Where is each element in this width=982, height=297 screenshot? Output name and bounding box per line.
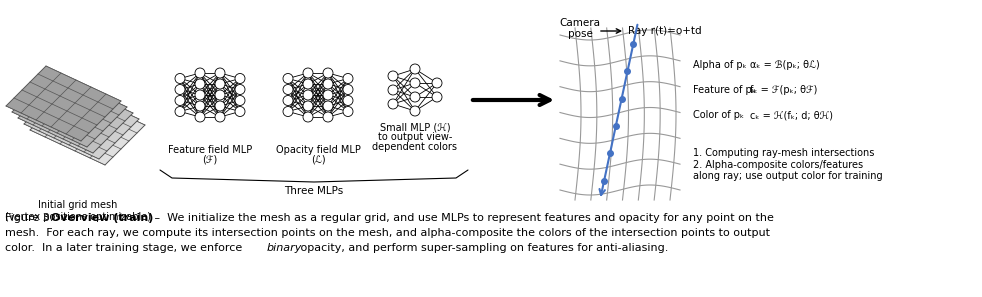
Circle shape <box>303 101 313 111</box>
Text: Feature field MLP: Feature field MLP <box>168 145 252 155</box>
Circle shape <box>235 96 245 105</box>
Text: Overview (train): Overview (train) <box>51 213 153 223</box>
Circle shape <box>235 73 245 83</box>
Circle shape <box>410 64 420 74</box>
Text: dependent colors: dependent colors <box>372 142 458 152</box>
Circle shape <box>215 90 225 100</box>
Circle shape <box>195 112 205 122</box>
Text: binary: binary <box>267 243 302 253</box>
Text: Color of pₖ: Color of pₖ <box>693 110 744 120</box>
Text: mesh.  For each ray, we compute its intersection points on the mesh, and alpha-c: mesh. For each ray, we compute its inter… <box>5 228 770 238</box>
Text: pose: pose <box>568 29 592 39</box>
Circle shape <box>235 85 245 94</box>
Circle shape <box>432 78 442 88</box>
Circle shape <box>323 90 333 100</box>
Polygon shape <box>30 90 145 165</box>
Text: Figure 3.: Figure 3. <box>5 213 57 223</box>
Text: 1. Computing ray-mesh intersections: 1. Computing ray-mesh intersections <box>693 148 874 158</box>
Text: Feature of pₖ: Feature of pₖ <box>693 85 756 95</box>
Circle shape <box>432 92 442 102</box>
Circle shape <box>323 79 333 89</box>
Circle shape <box>410 106 420 116</box>
Text: Ray r(t)=o+td: Ray r(t)=o+td <box>628 26 701 36</box>
Circle shape <box>303 90 313 100</box>
Circle shape <box>303 112 313 122</box>
Circle shape <box>215 112 225 122</box>
Circle shape <box>388 85 398 95</box>
Circle shape <box>195 68 205 78</box>
Circle shape <box>175 85 185 94</box>
Polygon shape <box>24 84 139 159</box>
Circle shape <box>410 92 420 102</box>
Circle shape <box>175 107 185 116</box>
Circle shape <box>343 85 353 94</box>
Text: Opacity field MLP: Opacity field MLP <box>276 145 360 155</box>
Circle shape <box>283 85 293 94</box>
Circle shape <box>195 101 205 111</box>
Circle shape <box>195 79 205 89</box>
Text: (ℱ): (ℱ) <box>202 155 218 165</box>
Text: along ray; use output color for training: along ray; use output color for training <box>693 171 883 181</box>
Circle shape <box>388 71 398 81</box>
Text: Camera: Camera <box>560 18 601 28</box>
Text: to output view-: to output view- <box>378 132 452 142</box>
Circle shape <box>215 101 225 111</box>
Circle shape <box>303 68 313 78</box>
Text: color.  In a later training stage, we enforce: color. In a later training stage, we enf… <box>5 243 246 253</box>
Circle shape <box>175 73 185 83</box>
Polygon shape <box>18 78 133 153</box>
Circle shape <box>323 101 333 111</box>
Circle shape <box>283 107 293 116</box>
Circle shape <box>323 68 333 78</box>
Circle shape <box>323 112 333 122</box>
Circle shape <box>388 99 398 109</box>
Text: cₖ = ℋ(fₖ; d; θℋ): cₖ = ℋ(fₖ; d; θℋ) <box>750 110 833 120</box>
Circle shape <box>410 78 420 88</box>
Text: (ℒ): (ℒ) <box>310 155 325 165</box>
Text: opacity, and perform super-sampling on features for anti-aliasing.: opacity, and perform super-sampling on f… <box>297 243 669 253</box>
Text: fₖ = ℱ(pₖ; θℱ): fₖ = ℱ(pₖ; θℱ) <box>750 85 817 95</box>
Circle shape <box>303 79 313 89</box>
Circle shape <box>215 79 225 89</box>
Circle shape <box>283 73 293 83</box>
Circle shape <box>343 107 353 116</box>
Polygon shape <box>6 66 121 141</box>
Circle shape <box>195 90 205 100</box>
Circle shape <box>235 107 245 116</box>
Text: 2. Alpha-composite colors/features: 2. Alpha-composite colors/features <box>693 160 863 170</box>
Text: Three MLPs: Three MLPs <box>285 186 344 196</box>
Text: Small MLP (ℋ): Small MLP (ℋ) <box>380 122 451 132</box>
Text: αₖ = ℬ(pₖ; θℒ): αₖ = ℬ(pₖ; θℒ) <box>750 60 820 70</box>
Circle shape <box>215 68 225 78</box>
Text: Initial grid mesh
(vertex positions optimizable): Initial grid mesh (vertex positions opti… <box>5 200 151 222</box>
Circle shape <box>283 96 293 105</box>
Text: –  We initialize the mesh as a regular grid, and use MLPs to represent features : – We initialize the mesh as a regular gr… <box>151 213 774 223</box>
Circle shape <box>175 96 185 105</box>
Polygon shape <box>12 72 127 147</box>
Circle shape <box>343 96 353 105</box>
Text: Alpha of pₖ: Alpha of pₖ <box>693 60 746 70</box>
Circle shape <box>343 73 353 83</box>
